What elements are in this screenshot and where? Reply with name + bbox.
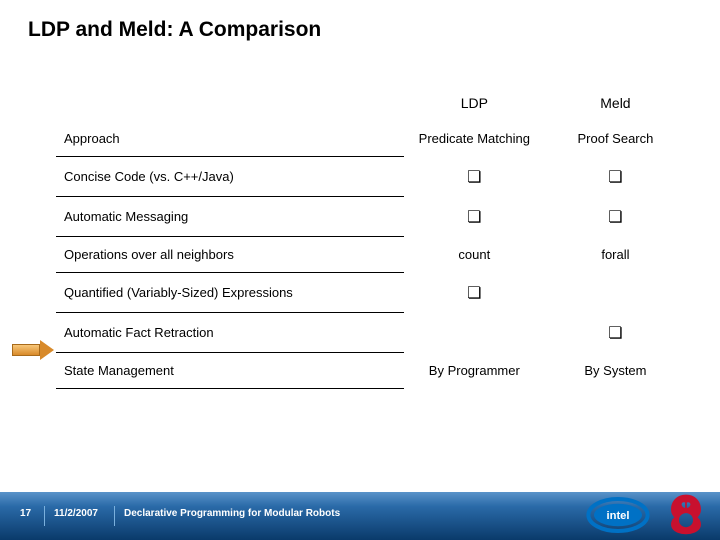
meld-cell: By System — [545, 353, 686, 389]
feature-cell: Automatic Fact Retraction — [56, 313, 404, 353]
ldp-cell: Predicate Matching — [404, 121, 545, 157]
svg-text:intel: intel — [607, 510, 630, 522]
meld-cell: ❏ — [545, 313, 686, 353]
col-header-meld: Meld — [545, 85, 686, 121]
check-icon: ❏ — [608, 325, 622, 342]
ldp-cell — [404, 313, 545, 353]
meld-cell: Proof Search — [545, 121, 686, 157]
footer-talk-title: Declarative Programming for Modular Robo… — [124, 508, 340, 519]
page-number: 17 — [20, 508, 31, 519]
highlight-arrow-icon — [12, 340, 56, 360]
feature-cell: Operations over all neighbors — [56, 237, 404, 273]
check-icon: ❏ — [608, 169, 622, 186]
slide-title: LDP and Meld: A Comparison — [28, 18, 321, 42]
feature-cell: Quantified (Variably-Sized) Expressions — [56, 273, 404, 313]
table-row: Automatic Messaging ❏ ❏ — [56, 197, 686, 237]
table-row: ApproachPredicate MatchingProof Search — [56, 121, 686, 157]
check-icon: ❏ — [467, 209, 481, 226]
table-row: State ManagementBy ProgrammerBy System — [56, 353, 686, 389]
intel-logo-icon: intel — [586, 495, 650, 535]
meld-cell: ❏ — [545, 197, 686, 237]
ldp-cell: ❏ — [404, 273, 545, 313]
feature-cell: Approach — [56, 121, 404, 157]
table-row: Quantified (Variably-Sized) Expressions ❏ — [56, 273, 686, 313]
meld-cell — [545, 273, 686, 313]
check-icon: ❏ — [467, 285, 481, 302]
griffin-logo-icon — [664, 492, 708, 536]
ldp-cell: count — [404, 237, 545, 273]
feature-cell: Automatic Messaging — [56, 197, 404, 237]
feature-cell: State Management — [56, 353, 404, 389]
table-header-row: LDP Meld — [56, 85, 686, 121]
footer-bar: 17 11/2/2007 Declarative Programming for… — [0, 492, 720, 540]
col-header-ldp: LDP — [404, 85, 545, 121]
table-row: Automatic Fact Retraction ❏ — [56, 313, 686, 353]
table-row: Operations over all neighborscountforall — [56, 237, 686, 273]
table-row: Concise Code (vs. C++/Java) ❏ ❏ — [56, 157, 686, 197]
comparison-table: LDP Meld ApproachPredicate MatchingProof… — [56, 85, 686, 389]
check-icon: ❏ — [467, 169, 481, 186]
meld-cell: ❏ — [545, 157, 686, 197]
footer-date: 11/2/2007 — [54, 508, 98, 519]
feature-cell: Concise Code (vs. C++/Java) — [56, 157, 404, 197]
ldp-cell: ❏ — [404, 157, 545, 197]
ldp-cell: By Programmer — [404, 353, 545, 389]
ldp-cell: ❏ — [404, 197, 545, 237]
meld-cell: forall — [545, 237, 686, 273]
check-icon: ❏ — [608, 209, 622, 226]
